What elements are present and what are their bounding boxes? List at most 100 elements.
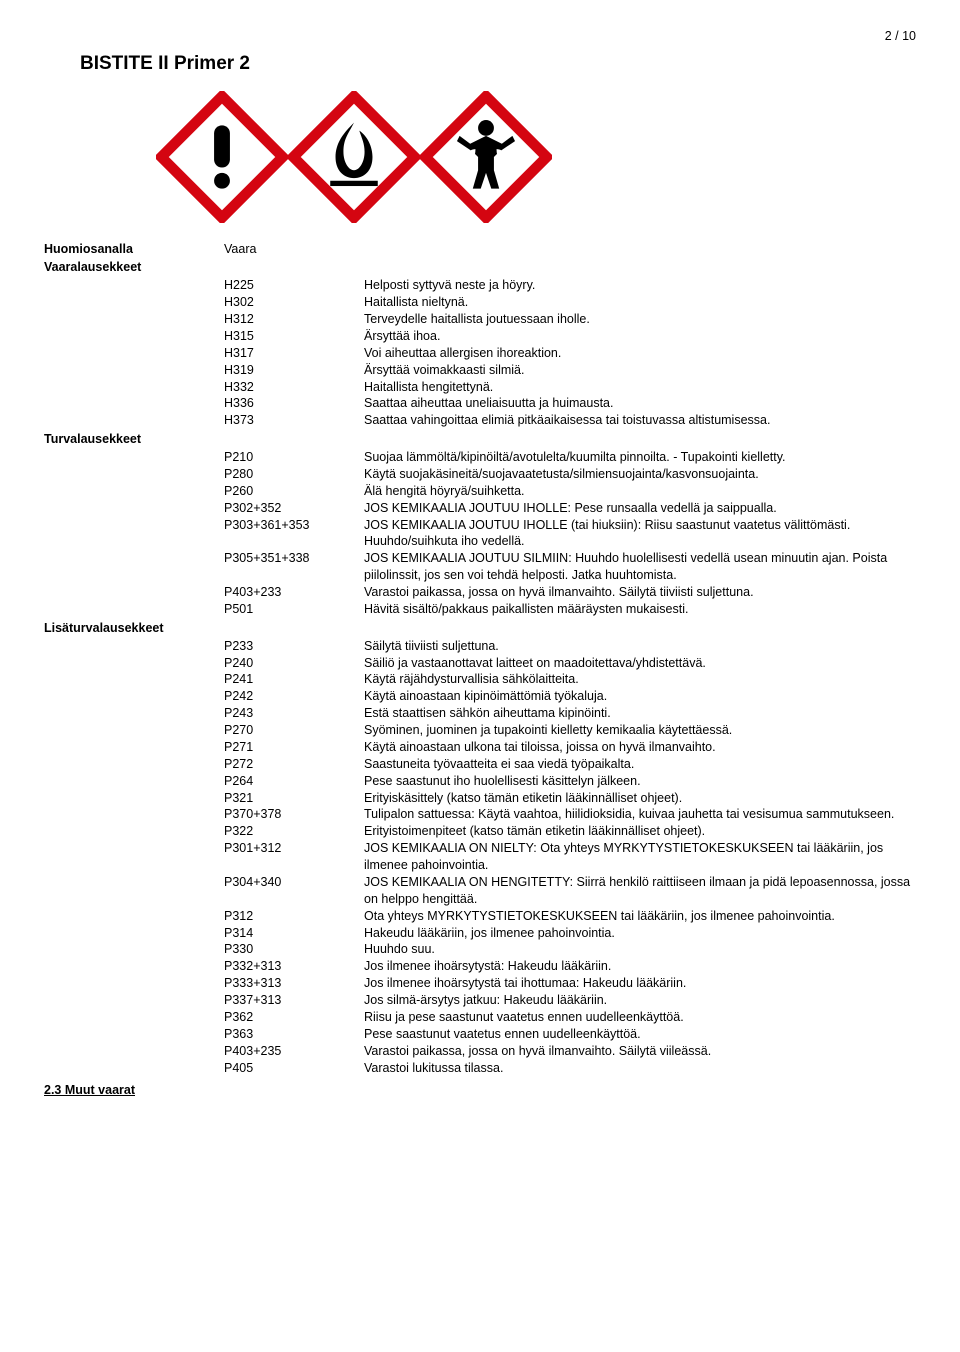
statement-code: P243 <box>224 705 364 722</box>
statement-text: Terveydelle haitallista joutuessaan ihol… <box>364 311 916 328</box>
statement-text: Saastuneita työvaatteita ei saa viedä ty… <box>364 756 916 773</box>
document-title: BISTITE II Primer 2 <box>80 51 916 77</box>
statement-code: P405 <box>224 1060 364 1077</box>
statement-text: Haitallista nieltynä. <box>364 294 916 311</box>
statement-text: Helposti syttyvä neste ja höyry. <box>364 277 916 294</box>
statement-code: P301+312 <box>224 840 364 874</box>
statement-text: Suojaa lämmöltä/kipinöiltä/avotulelta/ku… <box>364 449 916 466</box>
statement-row: P210Suojaa lämmöltä/kipinöiltä/avotulelt… <box>224 449 916 466</box>
statement-code: P403+233 <box>224 584 364 601</box>
precaution-statements: P210Suojaa lämmöltä/kipinöiltä/avotulelt… <box>44 449 916 618</box>
statement-text: Käytä räjähdysturvallisia sähkölaitteita… <box>364 671 916 688</box>
statement-text: JOS KEMIKAALIA JOUTUU IHOLLE (tai hiuksi… <box>364 517 916 551</box>
statement-text: Jos ilmenee ihoärsytystä tai ihottumaa: … <box>364 975 916 992</box>
statement-code: P241 <box>224 671 364 688</box>
ghs-flammable-icon <box>288 91 420 223</box>
statement-text: Haitallista hengitettynä. <box>364 379 916 396</box>
statement-text: Käytä ainoastaan ulkona tai tiloissa, jo… <box>364 739 916 756</box>
statement-code: P264 <box>224 773 364 790</box>
statement-code: P271 <box>224 739 364 756</box>
statement-row: H332Haitallista hengitettynä. <box>224 379 916 396</box>
supplemental-statements: P233Säilytä tiiviisti suljettuna.P240Säi… <box>44 638 916 1077</box>
statement-row: P403+233Varastoi paikassa, jossa on hyvä… <box>224 584 916 601</box>
signal-label: Huomiosanalla <box>44 241 224 258</box>
statement-code: P333+313 <box>224 975 364 992</box>
statement-code: H319 <box>224 362 364 379</box>
statement-code: H336 <box>224 395 364 412</box>
statement-text: JOS KEMIKAALIA ON NIELTY: Ota yhteys MYR… <box>364 840 916 874</box>
ghs-pictograms <box>156 91 916 223</box>
statement-row: H312Terveydelle haitallista joutuessaan … <box>224 311 916 328</box>
statement-code: P314 <box>224 925 364 942</box>
statement-code: H302 <box>224 294 364 311</box>
statement-text: Jos silmä-ärsytys jatkuu: Hakeudu lääkär… <box>364 992 916 1009</box>
statement-text: Varastoi paikassa, jossa on hyvä ilmanva… <box>364 1043 916 1060</box>
statement-code: P370+378 <box>224 806 364 823</box>
statement-row: H317Voi aiheuttaa allergisen ihoreaktion… <box>224 345 916 362</box>
statement-row: P333+313Jos ilmenee ihoärsytystä tai iho… <box>224 975 916 992</box>
statement-text: Tulipalon sattuessa: Käytä vaahtoa, hiil… <box>364 806 916 823</box>
precaution-header: Turvalausekkeet <box>44 431 916 448</box>
statement-row: P370+378Tulipalon sattuessa: Käytä vaaht… <box>224 806 916 823</box>
statement-code: P242 <box>224 688 364 705</box>
statement-row: H336Saattaa aiheuttaa uneliaisuutta ja h… <box>224 395 916 412</box>
statement-row: H225Helposti syttyvä neste ja höyry. <box>224 277 916 294</box>
statement-row: P280Käytä suojakäsineitä/suojavaatetusta… <box>224 466 916 483</box>
statement-code: P302+352 <box>224 500 364 517</box>
statement-row: P312Ota yhteys MYRKYTYSTIETOKESKUKSEEN t… <box>224 908 916 925</box>
statement-text: Erityiskäsittely (katso tämän etiketin l… <box>364 790 916 807</box>
statement-row: H315Ärsyttää ihoa. <box>224 328 916 345</box>
statement-row: P301+312JOS KEMIKAALIA ON NIELTY: Ota yh… <box>224 840 916 874</box>
page-number: 2 / 10 <box>44 28 916 45</box>
statement-code: P260 <box>224 483 364 500</box>
statement-code: P304+340 <box>224 874 364 908</box>
statement-text: Ärsyttää ihoa. <box>364 328 916 345</box>
statement-code: P337+313 <box>224 992 364 1009</box>
statement-code: P305+351+338 <box>224 550 364 584</box>
statement-code: H373 <box>224 412 364 429</box>
statement-text: Jos ilmenee ihoärsytystä: Hakeudu lääkär… <box>364 958 916 975</box>
statement-row: P303+361+353JOS KEMIKAALIA JOUTUU IHOLLE… <box>224 517 916 551</box>
statement-text: Huuhdo suu. <box>364 941 916 958</box>
statement-text: Varastoi paikassa, jossa on hyvä ilmanva… <box>364 584 916 601</box>
supplemental-header: Lisäturvalausekkeet <box>44 620 916 637</box>
statement-row: H373Saattaa vahingoittaa elimiä pitkäaik… <box>224 412 916 429</box>
statement-code: H332 <box>224 379 364 396</box>
statement-code: H225 <box>224 277 364 294</box>
hazard-statements: H225Helposti syttyvä neste ja höyry.H302… <box>44 277 916 429</box>
statement-row: P271Käytä ainoastaan ulkona tai tiloissa… <box>224 739 916 756</box>
statement-text: JOS KEMIKAALIA JOUTUU SILMIIN: Huuhdo hu… <box>364 550 916 584</box>
statement-text: Ota yhteys MYRKYTYSTIETOKESKUKSEEN tai l… <box>364 908 916 925</box>
statement-row: P304+340JOS KEMIKAALIA ON HENGITETTY: Si… <box>224 874 916 908</box>
statement-text: Varastoi lukitussa tilassa. <box>364 1060 916 1077</box>
statement-row: P272Saastuneita työvaatteita ei saa vied… <box>224 756 916 773</box>
statement-row: P362Riisu ja pese saastunut vaatetus enn… <box>224 1009 916 1026</box>
statement-code: P332+313 <box>224 958 364 975</box>
statement-row: P242Käytä ainoastaan kipinöimättömiä työ… <box>224 688 916 705</box>
statement-row: P264Pese saastunut iho huolellisesti käs… <box>224 773 916 790</box>
statement-code: P362 <box>224 1009 364 1026</box>
statement-code: P272 <box>224 756 364 773</box>
statement-row: P322Erityistoimenpiteet (katso tämän eti… <box>224 823 916 840</box>
statement-code: H312 <box>224 311 364 328</box>
statement-text: Älä hengitä höyryä/suihketta. <box>364 483 916 500</box>
statement-code: H315 <box>224 328 364 345</box>
statement-row: P241Käytä räjähdysturvallisia sähkölaitt… <box>224 671 916 688</box>
statement-code: P240 <box>224 655 364 672</box>
statement-code: P330 <box>224 941 364 958</box>
statement-row: P260Älä hengitä höyryä/suihketta. <box>224 483 916 500</box>
statement-text: Käytä ainoastaan kipinöimättömiä työkalu… <box>364 688 916 705</box>
statement-text: Ärsyttää voimakkaasti silmiä. <box>364 362 916 379</box>
other-hazards-heading: 2.3 Muut vaarat <box>44 1082 916 1099</box>
statement-row: P501Hävitä sisältö/pakkaus paikallisten … <box>224 601 916 618</box>
statement-row: P240Säiliö ja vastaanottavat laitteet on… <box>224 655 916 672</box>
statement-text: Säilytä tiiviisti suljettuna. <box>364 638 916 655</box>
statement-text: Hakeudu lääkäriin, jos ilmenee pahoinvoi… <box>364 925 916 942</box>
statement-text: Saattaa vahingoittaa elimiä pitkäaikaise… <box>364 412 916 429</box>
statement-code: P363 <box>224 1026 364 1043</box>
statement-row: P305+351+338JOS KEMIKAALIA JOUTUU SILMII… <box>224 550 916 584</box>
statement-row: H302Haitallista nieltynä. <box>224 294 916 311</box>
statement-row: P321Erityiskäsittely (katso tämän etiket… <box>224 790 916 807</box>
statement-code: P322 <box>224 823 364 840</box>
statement-code: P312 <box>224 908 364 925</box>
